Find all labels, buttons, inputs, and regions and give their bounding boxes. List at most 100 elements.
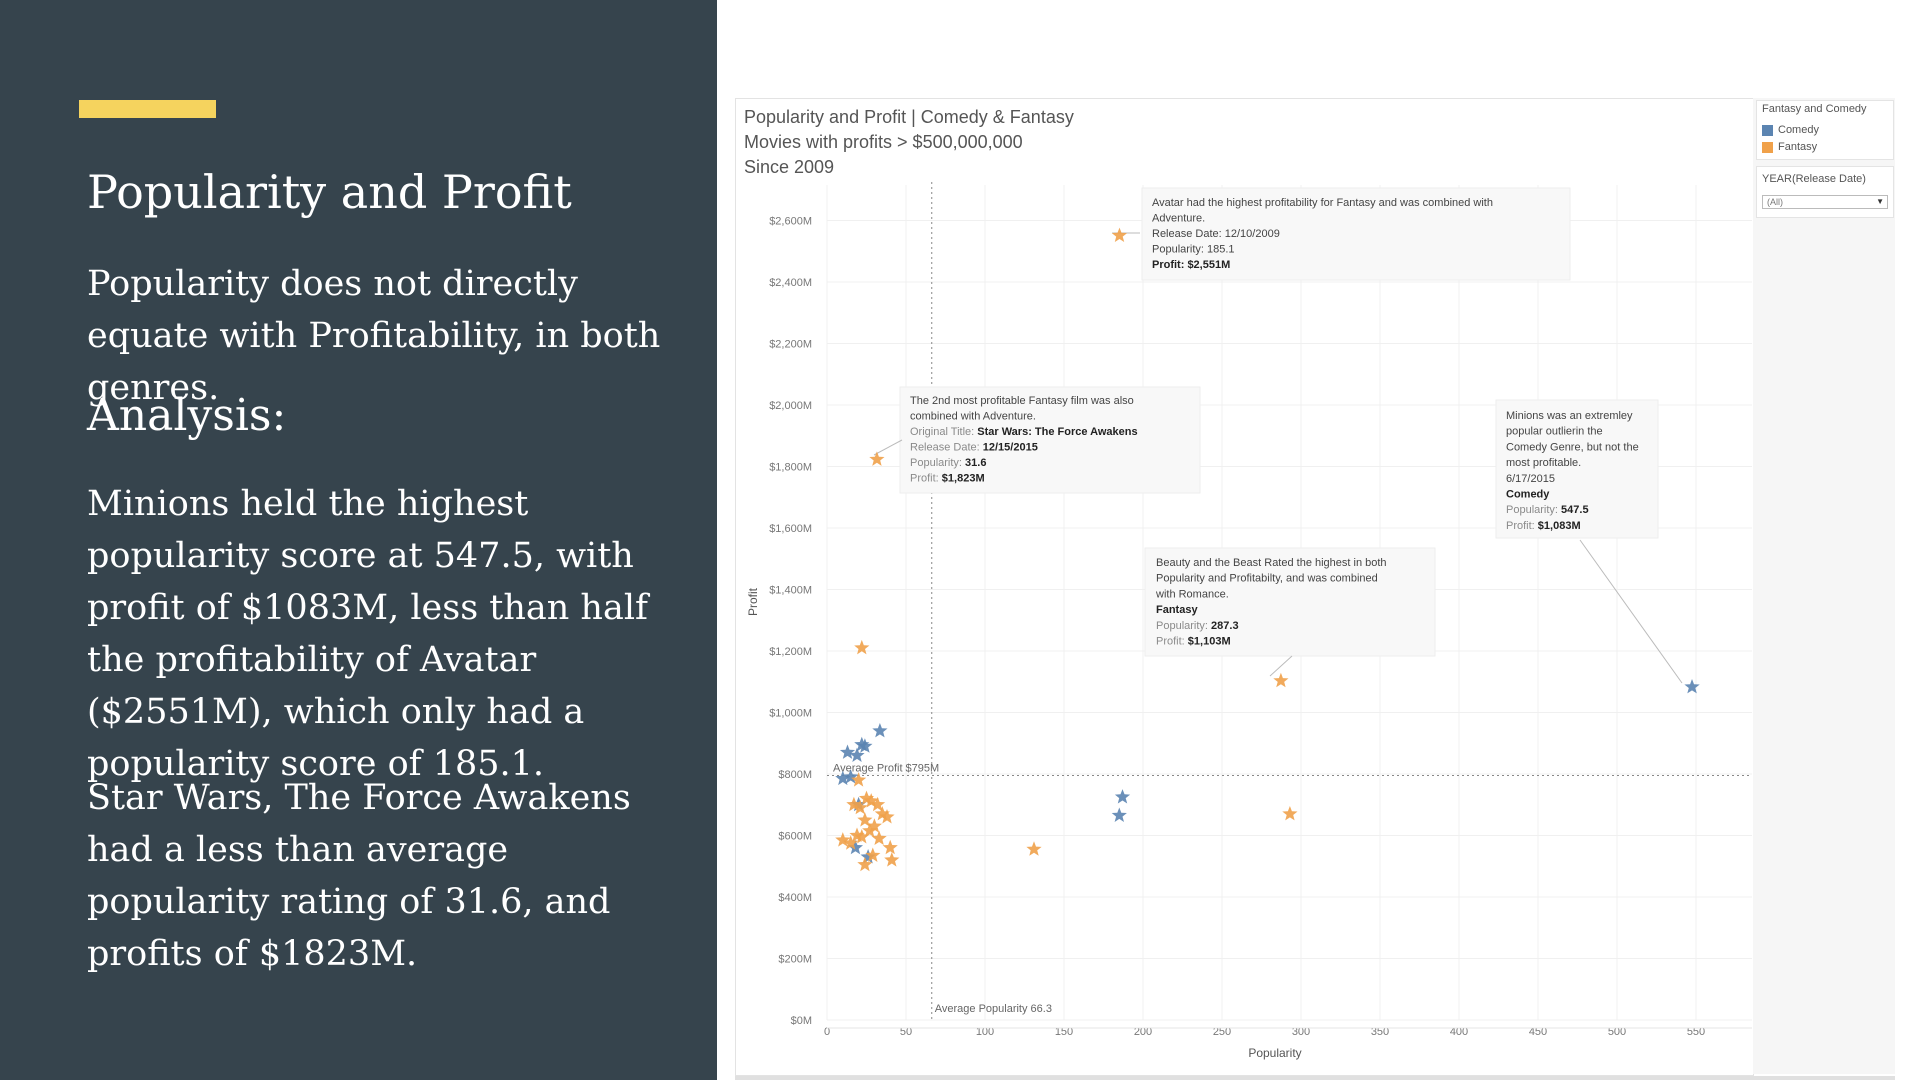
annotation-line-text: Popularity: <box>1156 620 1211 632</box>
annotation-line: Release Date: 12/15/2015 <box>910 442 1038 454</box>
annotation-line-text: Avatar had the highest profitability for… <box>1152 197 1493 209</box>
annotation-line: Comedy Genre, but not the <box>1506 441 1639 453</box>
data-point-fantasy <box>882 839 898 855</box>
data-point-fantasy <box>879 809 895 824</box>
data-point-fantasy <box>863 793 879 808</box>
scrollbar-strip[interactable] <box>735 1076 1895 1080</box>
analysis-paragraph-1: Minions held the highest popularity scor… <box>87 484 648 784</box>
data-point-comedy <box>1111 807 1127 822</box>
annotation-line-value: $1,083M <box>1538 520 1581 532</box>
annotation-line-text: Adventure. <box>1152 213 1205 225</box>
annotation-line-text: Comedy <box>1506 489 1550 501</box>
year-filter-dropdown[interactable]: (All) ▼ <box>1762 195 1888 209</box>
annotation-line: most profitable. <box>1506 457 1581 469</box>
x-axis-label: Popularity <box>1248 1046 1301 1060</box>
data-point-fantasy <box>1111 227 1128 242</box>
legend-item-comedy[interactable]: Comedy <box>1762 124 1819 136</box>
y-tick-label: $2,000M <box>769 400 812 412</box>
chart-title: Popularity and Profit | Comedy & Fantasy <box>744 107 1074 127</box>
annotation-line-value: $1,103M <box>1188 636 1231 648</box>
x-tick-label: 550 <box>1687 1026 1705 1038</box>
data-point-fantasy <box>852 799 868 815</box>
annotation-line: Original Title: Star Wars: The Force Awa… <box>910 426 1138 438</box>
annotation-line-value: 547.5 <box>1561 504 1589 516</box>
data-point-comedy <box>847 839 863 855</box>
legend-item-fantasy[interactable]: Fantasy <box>1762 141 1817 153</box>
y-tick-label: $2,400M <box>769 277 812 289</box>
annotation-leader-line <box>873 439 903 456</box>
data-point-comedy <box>835 770 851 786</box>
data-point-fantasy <box>1273 672 1289 688</box>
data-point-comedy <box>860 849 876 864</box>
data-point-comedy <box>872 723 888 738</box>
annotation-line: Minions was an extremley <box>1506 410 1633 422</box>
data-point-comedy <box>1114 789 1131 804</box>
annotation-line-text: Comedy Genre, but not the <box>1506 441 1639 453</box>
data-point-fantasy <box>1026 841 1042 856</box>
analysis-heading: Analysis: <box>87 390 287 441</box>
chart-subtitle-2: Since 2009 <box>744 157 835 177</box>
legend-title: Fantasy and Comedy <box>1762 103 1867 115</box>
legend-panel <box>1753 98 1895 1074</box>
annotation-line-text: Popularity: <box>910 457 965 469</box>
data-point-fantasy <box>1282 806 1298 821</box>
data-point-fantasy <box>869 451 885 466</box>
data-point-fantasy <box>846 796 862 812</box>
x-tick-label: 50 <box>900 1026 912 1038</box>
x-tick-label: 100 <box>976 1026 994 1038</box>
annotation-box <box>899 386 1201 494</box>
annotation-line-text: Beauty and the Beast Rated the highest i… <box>1156 557 1387 569</box>
legend-swatch-fantasy <box>1762 141 1773 153</box>
annotation-box <box>1141 187 1571 281</box>
annotation-line: Adventure. <box>1152 213 1205 225</box>
annotation-line: with Romance. <box>1155 588 1229 600</box>
annotation-line-text: Popularity: <box>1506 504 1561 516</box>
x-tick-label: 300 <box>1292 1026 1310 1038</box>
filter-box <box>1756 166 1894 218</box>
annotation-box <box>1495 399 1659 539</box>
legend-box <box>1756 100 1894 160</box>
average-popularity-label: Average Popularity 66.3 <box>935 1003 1052 1015</box>
data-point-comedy <box>839 744 856 759</box>
filter-value: (All) <box>1767 197 1783 207</box>
data-point-fantasy <box>866 818 882 833</box>
data-point-comedy <box>857 738 873 753</box>
y-axis-label: Profit <box>746 587 760 616</box>
data-point-comedy <box>849 747 865 762</box>
annotation-line-text: Popularity: 185.1 <box>1152 244 1235 256</box>
annotation-line: The 2nd most profitable Fantasy film was… <box>910 395 1134 407</box>
data-point-fantasy <box>851 772 867 787</box>
data-point-fantasy <box>858 790 875 806</box>
annotation-line-value: 287.3 <box>1211 620 1239 632</box>
data-point-comedy <box>1684 679 1700 694</box>
annotation-line: 6/17/2015 <box>1506 473 1555 485</box>
y-tick-label: $1,200M <box>769 646 812 658</box>
slide-title: Popularity and Profit <box>87 165 572 219</box>
data-point-fantasy <box>835 832 851 847</box>
annotation-line-text: most profitable. <box>1506 457 1581 469</box>
annotation-line: Profit: $1,083M <box>1506 520 1581 532</box>
average-profit-label: Average Profit $795M <box>833 763 939 775</box>
annotation-line: Profit: $1,823M <box>910 473 985 485</box>
annotation-line: Release Date: 12/10/2009 <box>1152 228 1280 240</box>
analysis-paragraph-2: Star Wars, The Force Awakens had a less … <box>87 778 631 974</box>
annotation-line: Popularity: 547.5 <box>1506 504 1589 516</box>
x-tick-label: 400 <box>1450 1026 1468 1038</box>
annotation-leader-line <box>1269 655 1293 677</box>
data-point-fantasy <box>870 796 886 812</box>
data-point-fantasy <box>865 847 881 862</box>
annotation-line-text: Profit: $2,551M <box>1152 259 1230 271</box>
legend-swatch-comedy <box>1762 124 1773 136</box>
legend-label-comedy: Comedy <box>1778 124 1819 136</box>
data-point-fantasy <box>874 806 890 821</box>
y-tick-label: $1,600M <box>769 523 812 535</box>
annotation-line-text: Original Title: <box>910 426 977 438</box>
data-point-fantasy <box>843 835 859 850</box>
annotation-line: Profit: $1,103M <box>1156 636 1231 648</box>
annotation-line: Popularity: 185.1 <box>1152 244 1235 256</box>
x-tick-label: 250 <box>1213 1026 1231 1038</box>
annotation-line: Avatar had the highest profitability for… <box>1152 197 1493 209</box>
annotation-line: combined with Adventure. <box>910 411 1036 423</box>
y-tick-label: $2,600M <box>769 216 812 228</box>
